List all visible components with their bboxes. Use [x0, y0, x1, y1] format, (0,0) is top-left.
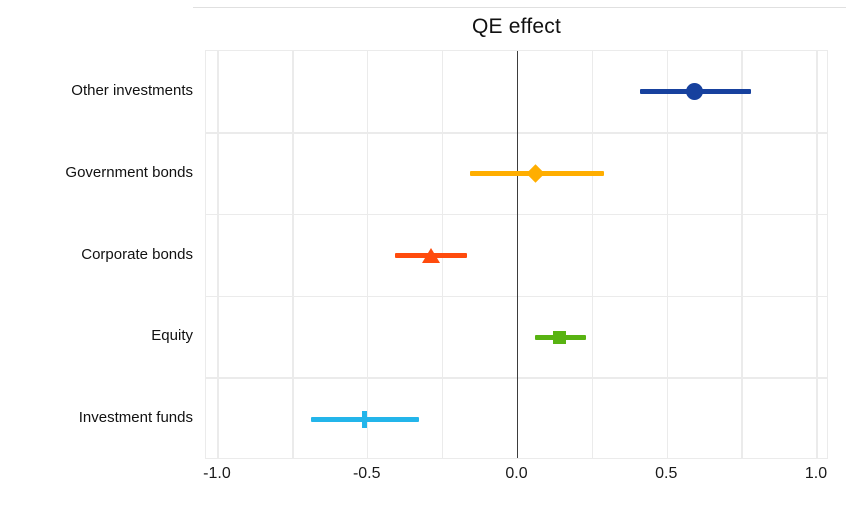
category-label-corporate-bonds: Corporate bonds [81, 245, 193, 263]
x-tick-label--1.0: -1.0 [203, 465, 231, 482]
other-investments-marker-circle [685, 83, 703, 101]
gridline-v-0.25 [591, 51, 594, 458]
investment-funds-marker-vline [362, 410, 368, 428]
row-separator [206, 213, 827, 216]
category-label-other-investments: Other investments [71, 81, 193, 99]
x-tick-label--0.5: -0.5 [352, 465, 381, 482]
gridline-v--0.5 [366, 51, 369, 458]
gridline-v--0.75 [292, 51, 294, 458]
gridline-v-0.75 [741, 51, 743, 458]
x-tick-label-0.5: 0.5 [655, 465, 678, 482]
top-divider-line [193, 7, 846, 8]
x-tick-label-0.0: 0.0 [505, 465, 528, 482]
category-label-government-bonds: Government bonds [65, 163, 193, 181]
row-separator [206, 132, 827, 134]
corporate-bonds-marker-triangle [421, 247, 440, 263]
row-separator [206, 295, 827, 298]
category-label-equity: Equity [151, 327, 193, 345]
chart-title: QE effect [472, 15, 561, 38]
x-tick-label-1.0: 1.0 [804, 465, 828, 482]
category-label-investment-funds: Investment funds [78, 409, 193, 427]
plot-panel [205, 50, 828, 459]
row-separator [206, 377, 827, 379]
government-bonds-marker-diamond [526, 164, 545, 183]
gridline-v-0.5 [666, 51, 668, 458]
gridline-v--1 [217, 51, 219, 458]
gridline-v-1 [816, 51, 818, 458]
zero-reference-line [516, 51, 519, 458]
equity-marker-square [552, 330, 566, 344]
